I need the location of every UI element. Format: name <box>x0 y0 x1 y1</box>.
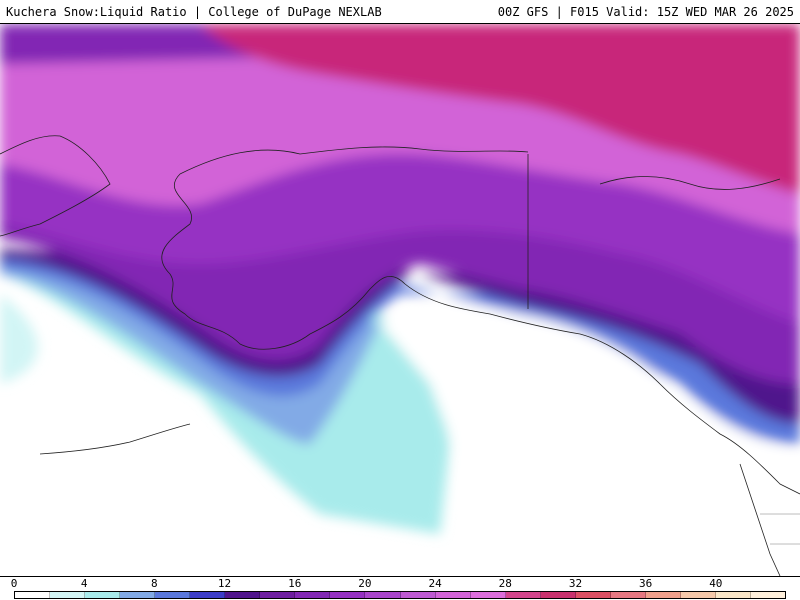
colorbar-tick-label: 40 <box>709 577 723 590</box>
map-svg <box>0 24 800 576</box>
colorbar-swatch <box>750 592 786 598</box>
map-outlines <box>0 135 800 576</box>
coastline-south <box>404 283 800 495</box>
colorbar-tick-label: 8 <box>151 577 158 590</box>
colorbar-swatch <box>470 592 506 598</box>
coastline-canada <box>599 176 781 190</box>
state-borders <box>760 513 800 545</box>
coastline-bc <box>739 463 781 576</box>
colorbar-ticks: 0 4 8 12 16 20 24 28 32 36 40 <box>0 577 800 590</box>
colorbar-tick-label: 28 <box>498 577 512 590</box>
colorbar-swatch <box>225 592 261 598</box>
ratio-band-magenta <box>200 24 800 194</box>
map-panel[interactable] <box>0 24 800 576</box>
colorbar-swatches <box>14 591 786 599</box>
header-bar: Kuchera Snow:Liquid Ratio | College of D… <box>0 0 800 24</box>
colorbar-tick-label: 0 <box>10 577 18 590</box>
colorbar-swatch <box>610 592 646 598</box>
ratio-band-zero <box>380 307 800 576</box>
coastline-chukotka <box>0 135 111 237</box>
colorbar-tick-label: 24 <box>428 577 442 590</box>
colorbar-tick-label: 32 <box>568 577 583 590</box>
colorbar-swatch <box>190 592 226 598</box>
colorbar-swatch <box>575 592 611 598</box>
product-title: Kuchera Snow:Liquid Ratio | College of D… <box>6 4 382 19</box>
colorbar-tick-label: 16 <box>288 577 302 590</box>
colorbar-swatch <box>330 592 366 598</box>
ratio-field <box>0 24 800 576</box>
aleutian-islands <box>39 423 191 455</box>
colorbar: 0 4 8 12 16 20 24 28 32 36 40 <box>0 576 800 600</box>
model-valid-time: 00Z GFS | F015 Valid: 15Z WED MAR 26 202… <box>497 4 794 19</box>
colorbar-swatch <box>400 592 436 598</box>
colorbar-tick-label: 36 <box>639 577 653 590</box>
colorbar-tick-label: 12 <box>217 577 232 590</box>
colorbar-swatch <box>715 592 751 598</box>
colorbar-swatch <box>260 592 296 598</box>
colorbar-swatch <box>295 592 331 598</box>
coastline-west <box>161 173 406 350</box>
colorbar-swatch <box>435 592 471 598</box>
colorbar-tick-label: 4 <box>80 577 88 590</box>
colorbar-swatch <box>120 592 156 598</box>
colorbar-swatch <box>680 592 716 598</box>
colorbar-swatch <box>50 592 86 598</box>
colorbar-swatch <box>85 592 121 598</box>
colorbar-swatch <box>155 592 191 598</box>
colorbar-swatch <box>540 592 576 598</box>
colorbar-swatch <box>15 592 51 598</box>
colorbar-swatch <box>505 592 541 598</box>
coastline-arctic <box>179 146 529 175</box>
colorbar-swatch <box>645 592 681 598</box>
colorbar-swatch <box>365 592 401 598</box>
ratio-band-lowest <box>0 294 38 384</box>
colorbar-tick-label: 20 <box>358 577 372 590</box>
ratio-band-zero-west <box>0 504 300 576</box>
